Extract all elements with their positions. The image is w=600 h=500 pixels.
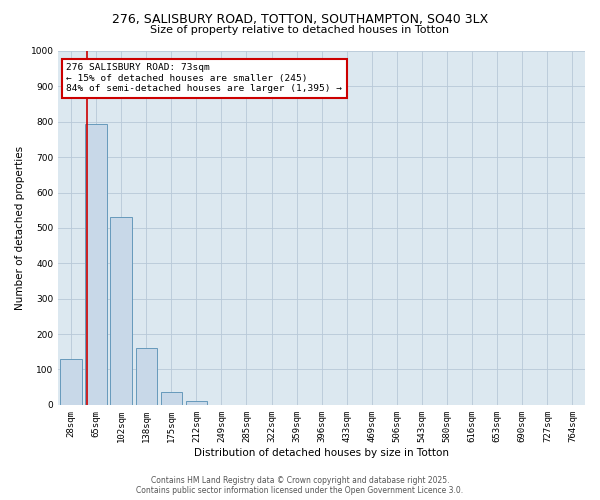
Bar xyxy=(110,218,132,405)
Text: Contains public sector information licensed under the Open Government Licence 3.: Contains public sector information licen… xyxy=(136,486,464,495)
Text: 276, SALISBURY ROAD, TOTTON, SOUTHAMPTON, SO40 3LX: 276, SALISBURY ROAD, TOTTON, SOUTHAMPTON… xyxy=(112,12,488,26)
Bar xyxy=(185,402,207,405)
Text: Contains HM Land Registry data © Crown copyright and database right 2025.: Contains HM Land Registry data © Crown c… xyxy=(151,476,449,485)
Bar xyxy=(136,348,157,405)
Bar xyxy=(85,124,107,405)
Text: 276 SALISBURY ROAD: 73sqm
← 15% of detached houses are smaller (245)
84% of semi: 276 SALISBURY ROAD: 73sqm ← 15% of detac… xyxy=(67,64,343,93)
Bar xyxy=(60,359,82,405)
Text: Size of property relative to detached houses in Totton: Size of property relative to detached ho… xyxy=(151,25,449,35)
Y-axis label: Number of detached properties: Number of detached properties xyxy=(15,146,25,310)
Bar xyxy=(161,392,182,405)
X-axis label: Distribution of detached houses by size in Totton: Distribution of detached houses by size … xyxy=(194,448,449,458)
